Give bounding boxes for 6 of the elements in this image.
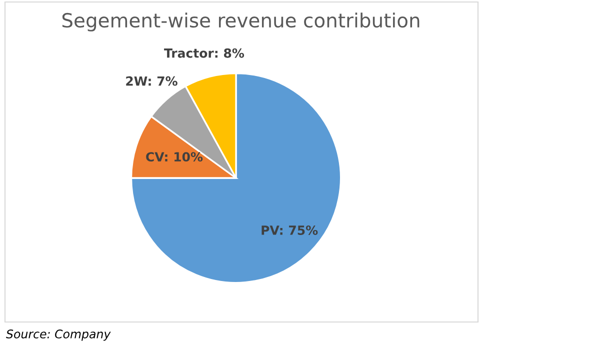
slice-label: PV: 75% bbox=[262, 226, 318, 235]
slice-label: 2W: 7% bbox=[126, 76, 178, 86]
chart-title: Segement-wise revenue contribution bbox=[62, 12, 420, 32]
slice-label: CV: 10% bbox=[146, 152, 203, 162]
slice-label: Tractor: 8% bbox=[164, 48, 244, 58]
source-note: Source: Company bbox=[6, 329, 111, 341]
